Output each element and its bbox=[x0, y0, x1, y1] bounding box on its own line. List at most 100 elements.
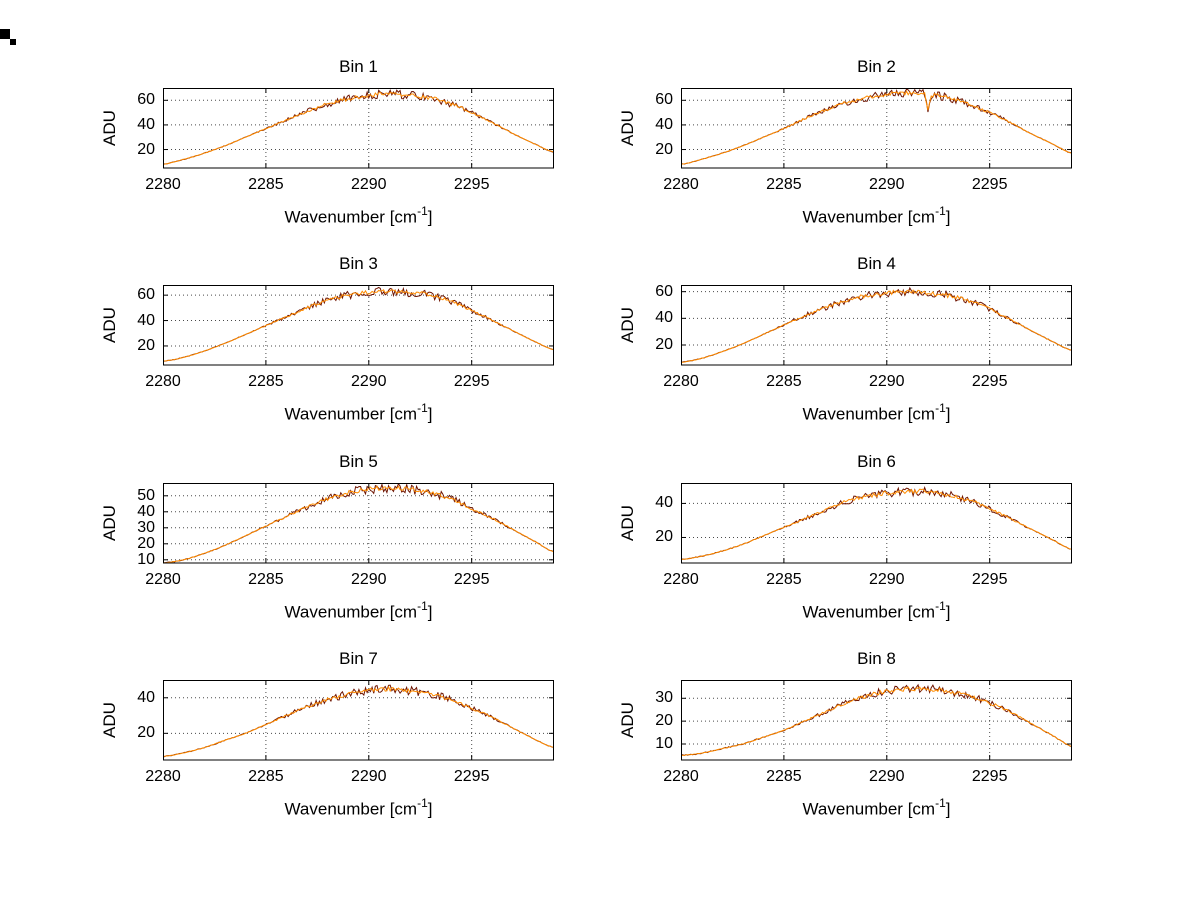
y-tick-label: 30 bbox=[655, 689, 673, 707]
data-curve-measured bbox=[681, 486, 1072, 561]
x-tick-label: 2280 bbox=[663, 373, 699, 390]
grid-lines bbox=[163, 483, 554, 563]
plot-area bbox=[681, 483, 1072, 564]
x-axis-label-text: Wavenumber [cm bbox=[802, 207, 936, 227]
data-curve-fit bbox=[163, 485, 554, 563]
y-tick-label: 10 bbox=[137, 550, 155, 568]
axes-box bbox=[681, 285, 1072, 366]
data-curve-fit bbox=[163, 91, 554, 165]
screen-artifact bbox=[0, 29, 10, 39]
grid-lines bbox=[681, 88, 1072, 168]
x-tick-label: 2280 bbox=[145, 176, 181, 193]
x-axis-label-bracket: ] bbox=[427, 799, 433, 819]
y-axis-label: ADU bbox=[100, 307, 119, 343]
y-tick-label: 40 bbox=[137, 688, 155, 706]
plot-title: Bin 3 bbox=[339, 254, 378, 273]
screen-artifact bbox=[10, 39, 16, 45]
data-curve-measured bbox=[681, 286, 1072, 363]
data-curve-measured bbox=[163, 483, 554, 563]
x-axis-label: Wavenumber [cm-1] bbox=[681, 599, 1072, 623]
data-curve-fit bbox=[681, 686, 1072, 757]
axes-box bbox=[163, 483, 554, 564]
x-axis-label-text: Wavenumber [cm bbox=[284, 207, 418, 227]
data-curve-fit bbox=[163, 289, 554, 362]
y-tick-label: 20 bbox=[137, 724, 155, 742]
y-tick-label: 50 bbox=[137, 486, 155, 504]
x-tick-label: 2280 bbox=[145, 768, 181, 785]
axes-box bbox=[681, 483, 1072, 564]
x-axis-label-bracket: ] bbox=[945, 799, 951, 819]
x-axis-label: Wavenumber [cm-1] bbox=[681, 204, 1072, 228]
y-axis-label: ADU bbox=[618, 702, 637, 738]
axes-box bbox=[681, 88, 1072, 169]
tick-marks bbox=[681, 88, 1072, 168]
data-curve-fit bbox=[681, 89, 1072, 165]
x-axis-label: Wavenumber [cm-1] bbox=[163, 599, 554, 623]
axes-box bbox=[163, 285, 554, 366]
grid-lines bbox=[681, 680, 1072, 760]
x-tick-label: 2290 bbox=[868, 571, 905, 588]
x-tick-label: 2295 bbox=[453, 571, 490, 588]
x-axis-label-exponent: -1 bbox=[935, 401, 946, 415]
y-tick-label: 10 bbox=[655, 735, 673, 752]
data-curve-measured bbox=[681, 88, 1072, 165]
x-tick-label: 2285 bbox=[248, 768, 284, 785]
y-tick-label: 20 bbox=[655, 712, 673, 730]
y-tick-label: 40 bbox=[137, 502, 155, 520]
y-tick-label: 40 bbox=[137, 311, 155, 329]
data-curve-measured bbox=[163, 88, 554, 166]
x-axis-label-text: Wavenumber [cm bbox=[284, 799, 418, 819]
tick-marks bbox=[163, 483, 554, 563]
y-tick-label: 60 bbox=[655, 91, 673, 109]
plot-title: Bin 6 bbox=[857, 452, 896, 471]
y-tick-label: 60 bbox=[655, 282, 673, 300]
data-curve-measured bbox=[163, 684, 554, 758]
x-tick-label: 2290 bbox=[350, 373, 387, 390]
x-tick-label: 2285 bbox=[248, 176, 284, 193]
plot-area bbox=[163, 483, 554, 564]
x-tick-label: 2295 bbox=[971, 768, 1008, 785]
y-tick-label: 60 bbox=[137, 91, 155, 109]
x-axis-label-text: Wavenumber [cm bbox=[802, 799, 936, 819]
axes-box bbox=[163, 680, 554, 761]
x-tick-label: 2280 bbox=[145, 571, 181, 588]
x-tick-label: 2290 bbox=[350, 176, 387, 193]
y-axis-label: ADU bbox=[100, 110, 119, 146]
x-axis-label-bracket: ] bbox=[945, 404, 951, 424]
plot-title: Bin 7 bbox=[339, 649, 378, 668]
grid-lines bbox=[681, 483, 1072, 563]
data-curve-measured bbox=[163, 286, 554, 362]
x-tick-label: 2295 bbox=[971, 176, 1008, 193]
x-tick-label: 2295 bbox=[453, 176, 490, 193]
grid-lines bbox=[163, 285, 554, 365]
x-axis-label-exponent: -1 bbox=[417, 204, 428, 218]
plot-title: Bin 5 bbox=[339, 452, 378, 471]
y-tick-label: 20 bbox=[137, 534, 155, 552]
x-tick-label: 2295 bbox=[453, 373, 490, 390]
y-tick-label: 20 bbox=[655, 336, 673, 353]
x-axis-label: Wavenumber [cm-1] bbox=[163, 796, 554, 820]
x-tick-label: 2295 bbox=[971, 373, 1008, 390]
y-tick-label: 20 bbox=[655, 140, 673, 158]
x-tick-label: 2295 bbox=[971, 571, 1008, 588]
x-tick-label: 2285 bbox=[766, 768, 802, 785]
grid-lines bbox=[163, 88, 554, 168]
x-tick-label: 2280 bbox=[663, 571, 699, 588]
x-axis-label-exponent: -1 bbox=[417, 796, 428, 810]
tick-marks bbox=[163, 680, 554, 760]
y-tick-label: 40 bbox=[655, 115, 673, 133]
plot-area bbox=[681, 680, 1072, 761]
grid-lines bbox=[681, 285, 1072, 365]
x-axis-label: Wavenumber [cm-1] bbox=[163, 204, 554, 228]
tick-marks bbox=[681, 285, 1072, 365]
tick-marks bbox=[163, 285, 554, 365]
x-axis-label-text: Wavenumber [cm bbox=[284, 602, 418, 622]
x-tick-label: 2290 bbox=[350, 768, 387, 785]
grid-lines bbox=[163, 680, 554, 760]
plot-title: Bin 1 bbox=[339, 57, 378, 76]
axes-box bbox=[163, 88, 554, 169]
x-tick-label: 2290 bbox=[350, 571, 387, 588]
tick-marks bbox=[163, 88, 554, 168]
tick-marks bbox=[681, 483, 1072, 563]
x-axis-label: Wavenumber [cm-1] bbox=[681, 796, 1072, 820]
